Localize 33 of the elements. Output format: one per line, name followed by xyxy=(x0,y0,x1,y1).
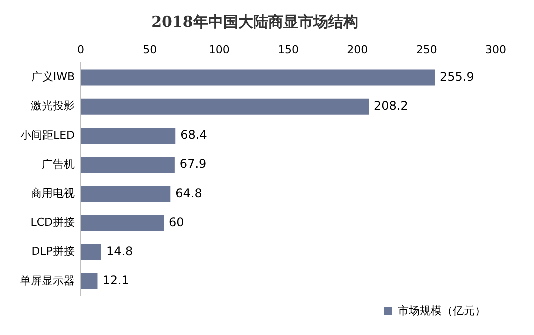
bar xyxy=(81,244,102,260)
bar xyxy=(81,273,98,290)
x-tick-label: 150 xyxy=(278,43,299,56)
data-label: 208.2 xyxy=(374,98,408,113)
data-label: 68.4 xyxy=(180,128,208,142)
x-tick-label: 250 xyxy=(416,43,438,56)
y-tick-label: 广义IWB xyxy=(31,70,75,84)
bar xyxy=(81,186,171,202)
x-tick-label: 100 xyxy=(208,43,230,56)
legend-label: 市场规模（亿元） xyxy=(398,304,486,318)
y-tick-label: 广告机 xyxy=(42,158,75,171)
bar xyxy=(81,157,175,174)
y-tick-label: 小间距LED xyxy=(20,128,75,142)
bar xyxy=(81,215,164,232)
y-tick-label: 商用电视 xyxy=(31,187,75,200)
data-label: 12.1 xyxy=(102,274,130,288)
chart-title: 2018年中国大陆商显市场结构 xyxy=(152,12,358,31)
data-label: 67.9 xyxy=(180,157,207,172)
bar xyxy=(81,128,176,144)
x-tick-label: 300 xyxy=(486,43,506,56)
data-label: 60 xyxy=(169,215,184,230)
x-tick-label: 0 xyxy=(78,43,84,56)
data-label: 14.8 xyxy=(106,244,134,258)
data-label: 255.9 xyxy=(440,70,474,84)
y-tick-label: LCD拼接 xyxy=(30,216,75,230)
data-label: 64.8 xyxy=(176,186,202,200)
bar xyxy=(81,70,435,86)
x-tick-label: 200 xyxy=(347,43,368,56)
bar xyxy=(81,98,370,115)
y-tick-label: 激光投影 xyxy=(31,100,75,113)
y-tick-label: 单屏显示器 xyxy=(20,274,75,288)
y-tick-label: DLP拼接 xyxy=(32,245,75,258)
x-tick-label: 50 xyxy=(143,43,158,56)
